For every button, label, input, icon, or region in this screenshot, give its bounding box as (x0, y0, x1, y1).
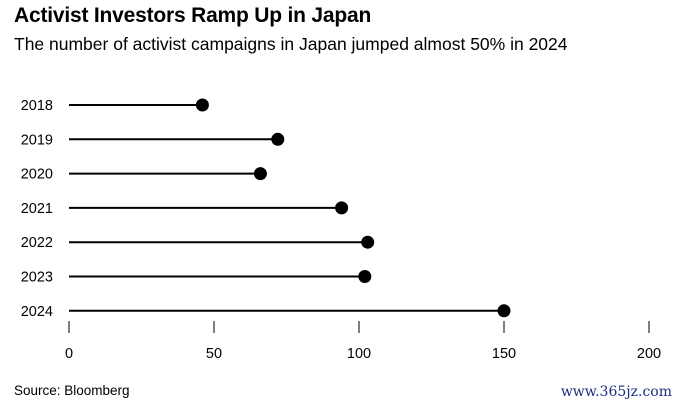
category-label-2019: 2019 (21, 132, 53, 148)
category-label-2022: 2022 (21, 235, 53, 251)
point-2018 (195, 98, 209, 112)
point-2023 (358, 270, 372, 283)
source-note: Source: Bloomberg (14, 383, 130, 398)
chart-rows: 2018 2019 2020 2021 2022 2023 2024 (21, 98, 511, 320)
category-label-2021: 2021 (21, 201, 53, 217)
chart-subtitle: The number of activist campaigns in Japa… (14, 34, 568, 54)
x-tick-label-100: 100 (347, 346, 371, 362)
category-label-2023: 2023 (21, 270, 53, 286)
watermark: www.365jz.com (560, 384, 672, 400)
x-tick-label-0: 0 (65, 346, 73, 362)
lollipop-chart: 2018 2019 2020 2021 2022 2023 2024 0 50 100 150 20… (21, 98, 661, 362)
point-2021 (335, 201, 349, 215)
x-axis: 0 50 100 150 200 (65, 321, 661, 362)
point-2024 (497, 304, 511, 318)
category-label-2018: 2018 (21, 98, 53, 114)
point-2019 (271, 132, 285, 146)
x-tick-label-200: 200 (637, 346, 661, 362)
x-tick-label-150: 150 (492, 346, 516, 362)
category-label-2024: 2024 (21, 304, 53, 320)
category-label-2020: 2020 (21, 167, 53, 183)
point-2020 (253, 167, 267, 181)
point-2022 (361, 235, 375, 249)
x-tick-label-50: 50 (206, 346, 222, 362)
chart-title: Activist Investors Ramp Up in Japan (14, 4, 372, 27)
